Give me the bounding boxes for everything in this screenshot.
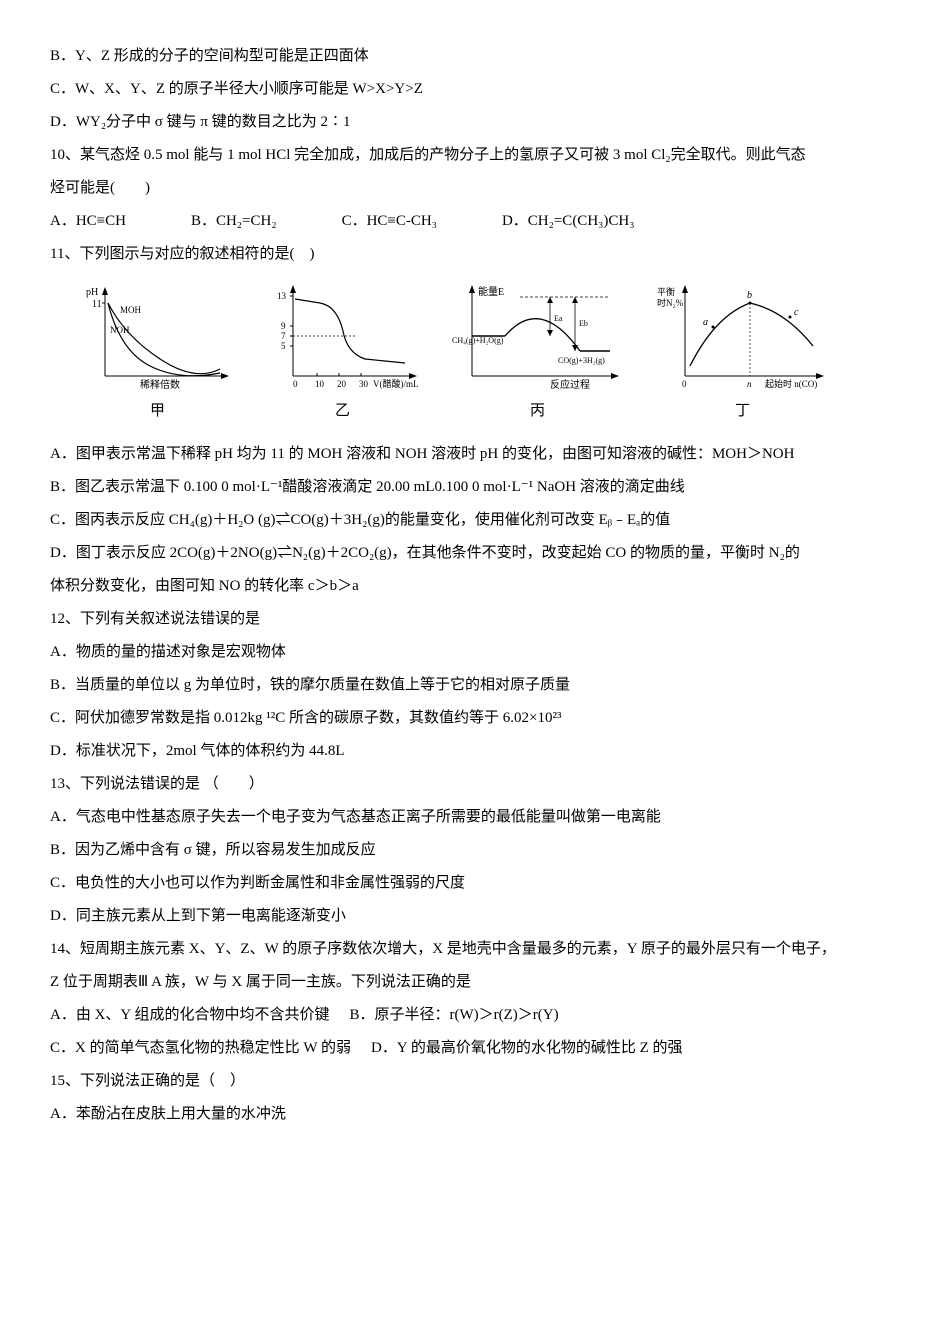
chart-yi: 13 9 7 5 0 10 20 30 V(醋酸)/mL xyxy=(265,281,420,391)
figure-jia: pH 11 MOH NOH 稀释倍数 甲 xyxy=(80,281,235,428)
option-d: D．WY₂分子中 σ 键与 π 键的数目之比为 2∶1 xyxy=(50,106,900,139)
q11-option-c: C．图丙表示反应 CH₄(g)＋H₂O (g)⇌CO(g)＋3H₂(g)的能量变… xyxy=(50,504,900,537)
q12-option-b: B．当质量的单位以 g 为单位时，铁的摩尔质量在数值上等于它的相对原子质量 xyxy=(50,669,900,702)
svg-text:5: 5 xyxy=(281,341,286,351)
q13-option-c: C．电负性的大小也可以作为判断金属性和非金属性强弱的尺度 xyxy=(50,867,900,900)
fig-label-bing: 丙 xyxy=(530,395,545,428)
svg-text:反应过程: 反应过程 xyxy=(550,378,590,391)
svg-text:pH: pH xyxy=(86,287,98,298)
option-c: C．W、X、Y、Z 的原子半径大小顺序可能是 W>X>Y>Z xyxy=(50,73,900,106)
q10-option-c: C．HC≡C-CH₃ xyxy=(342,205,437,238)
q11-option-a: A．图甲表示常温下稀释 pH 均为 11 的 MOH 溶液和 NOH 溶液时 p… xyxy=(50,438,900,471)
q11-option-d-cont: 体积分数变化，由图可知 NO 的转化率 c＞b＞a xyxy=(50,570,900,603)
q11-option-d: D．图丁表示反应 2CO(g)＋2NO(g)⇌N₂(g)＋2CO₂(g)，在其他… xyxy=(50,537,900,570)
question-11: 11、下列图示与对应的叙述相符的是( ) xyxy=(50,238,900,271)
svg-text:V(醋酸)/mL: V(醋酸)/mL xyxy=(373,378,419,389)
fig-label-yi: 乙 xyxy=(335,395,350,428)
question-12: 12、下列有关叙述说法错误的是 xyxy=(50,603,900,636)
svg-text:稀释倍数: 稀释倍数 xyxy=(140,378,180,391)
svg-text:20: 20 xyxy=(337,379,347,389)
q14-option-b: B．原子半径：r(W)＞r(Z)＞r(Y) xyxy=(349,999,558,1032)
question-10-cont: 烃可能是( ) xyxy=(50,172,900,205)
question-14-cont: Z 位于周期表Ⅲ A 族，W 与 X 属于同一主族。下列说法正确的是 xyxy=(50,966,900,999)
question-14: 14、短周期主族元素 X、Y、Z、W 的原子序数依次增大，X 是地壳中含量最多的… xyxy=(50,933,900,966)
q14-row-ab: A．由 X、Y 组成的化合物中均不含共价键 B．原子半径：r(W)＞r(Z)＞r… xyxy=(50,999,900,1032)
question-15: 15、下列说法正确的是（ ） xyxy=(50,1065,900,1098)
svg-text:11: 11 xyxy=(92,299,102,310)
svg-text:NOH: NOH xyxy=(110,325,130,335)
svg-text:13: 13 xyxy=(277,291,287,301)
q15-option-a: A．苯酚沾在皮肤上用大量的水冲洗 xyxy=(50,1098,900,1131)
chart-jia: pH 11 MOH NOH 稀释倍数 xyxy=(80,281,235,391)
svg-text:0: 0 xyxy=(682,379,687,389)
svg-text:Ea: Ea xyxy=(554,314,563,323)
q10-options: A．HC≡CH B．CH₂=CH₂ C．HC≡C-CH₃ D．CH₂=C(CH₃… xyxy=(50,205,900,238)
svg-text:7: 7 xyxy=(281,331,286,341)
svg-text:时N₂%: 时N₂% xyxy=(657,297,684,308)
q14-option-a: A．由 X、Y 组成的化合物中均不含共价键 xyxy=(50,999,329,1032)
svg-text:c: c xyxy=(794,307,799,318)
figure-row: pH 11 MOH NOH 稀释倍数 甲 13 9 7 5 0 xyxy=(80,281,900,428)
q13-option-b: B．因为乙烯中含有 σ 键，所以容易发生加成反应 xyxy=(50,834,900,867)
q14-option-c: C．X 的简单气态氢化物的热稳定性比 W 的弱 xyxy=(50,1032,351,1065)
svg-text:平衡: 平衡 xyxy=(657,286,675,297)
svg-text:Eb: Eb xyxy=(579,319,588,328)
fig-label-jia: 甲 xyxy=(150,395,165,428)
figure-bing: 能量E CH₄(g)+H₂O(g) CO(g)+3H₂(g) Ea Eb 反应过… xyxy=(450,281,625,428)
option-b: B．Y、Z 形成的分子的空间构型可能是正四面体 xyxy=(50,40,900,73)
svg-text:0: 0 xyxy=(293,379,298,389)
svg-text:CO(g)+3H₂(g): CO(g)+3H₂(g) xyxy=(558,356,605,365)
chart-ding: 平衡 时N₂% a b c 0 n 起始时 n(CO) xyxy=(655,281,830,391)
question-13: 13、下列说法错误的是 （ ） xyxy=(50,768,900,801)
svg-text:a: a xyxy=(703,317,708,328)
q11-option-b: B．图乙表示常温下 0.100 0 mol·L⁻¹醋酸溶液滴定 20.00 mL… xyxy=(50,471,900,504)
q12-option-c: C．阿伏加德罗常数是指 0.012kg ¹²C 所含的碳原子数，其数值约等于 6… xyxy=(50,702,900,735)
svg-text:10: 10 xyxy=(315,379,325,389)
q13-option-d: D．同主族元素从上到下第一电离能逐渐变小 xyxy=(50,900,900,933)
q14-option-d: D．Y 的最高价氧化物的水化物的碱性比 Z 的强 xyxy=(371,1032,683,1065)
svg-text:30: 30 xyxy=(359,379,369,389)
figure-yi: 13 9 7 5 0 10 20 30 V(醋酸)/mL 乙 xyxy=(265,281,420,428)
q14-row-cd: C．X 的简单气态氢化物的热稳定性比 W 的弱 D．Y 的最高价氧化物的水化物的… xyxy=(50,1032,900,1065)
svg-text:起始时 n(CO): 起始时 n(CO) xyxy=(765,378,817,389)
svg-text:能量E: 能量E xyxy=(478,285,504,298)
q12-option-a: A．物质的量的描述对象是宏观物体 xyxy=(50,636,900,669)
svg-text:b: b xyxy=(747,290,752,301)
svg-text:CH₄(g)+H₂O(g): CH₄(g)+H₂O(g) xyxy=(452,336,504,345)
svg-text:9: 9 xyxy=(281,321,286,331)
q10-option-d: D．CH₂=C(CH₃)CH₃ xyxy=(502,205,635,238)
fig-label-ding: 丁 xyxy=(735,395,750,428)
svg-text:n: n xyxy=(747,379,752,389)
svg-text:MOH: MOH xyxy=(120,305,142,315)
q12-option-d: D．标准状况下，2mol 气体的体积约为 44.8L xyxy=(50,735,900,768)
chart-bing: 能量E CH₄(g)+H₂O(g) CO(g)+3H₂(g) Ea Eb 反应过… xyxy=(450,281,625,391)
figure-ding: 平衡 时N₂% a b c 0 n 起始时 n(CO) 丁 xyxy=(655,281,830,428)
q13-option-a: A．气态电中性基态原子失去一个电子变为气态基态正离子所需要的最低能量叫做第一电离… xyxy=(50,801,900,834)
question-10: 10、某气态烃 0.5 mol 能与 1 mol HCl 完全加成，加成后的产物… xyxy=(50,139,900,172)
q10-option-a: A．HC≡CH xyxy=(50,205,126,238)
q10-option-b: B．CH₂=CH₂ xyxy=(191,205,277,238)
